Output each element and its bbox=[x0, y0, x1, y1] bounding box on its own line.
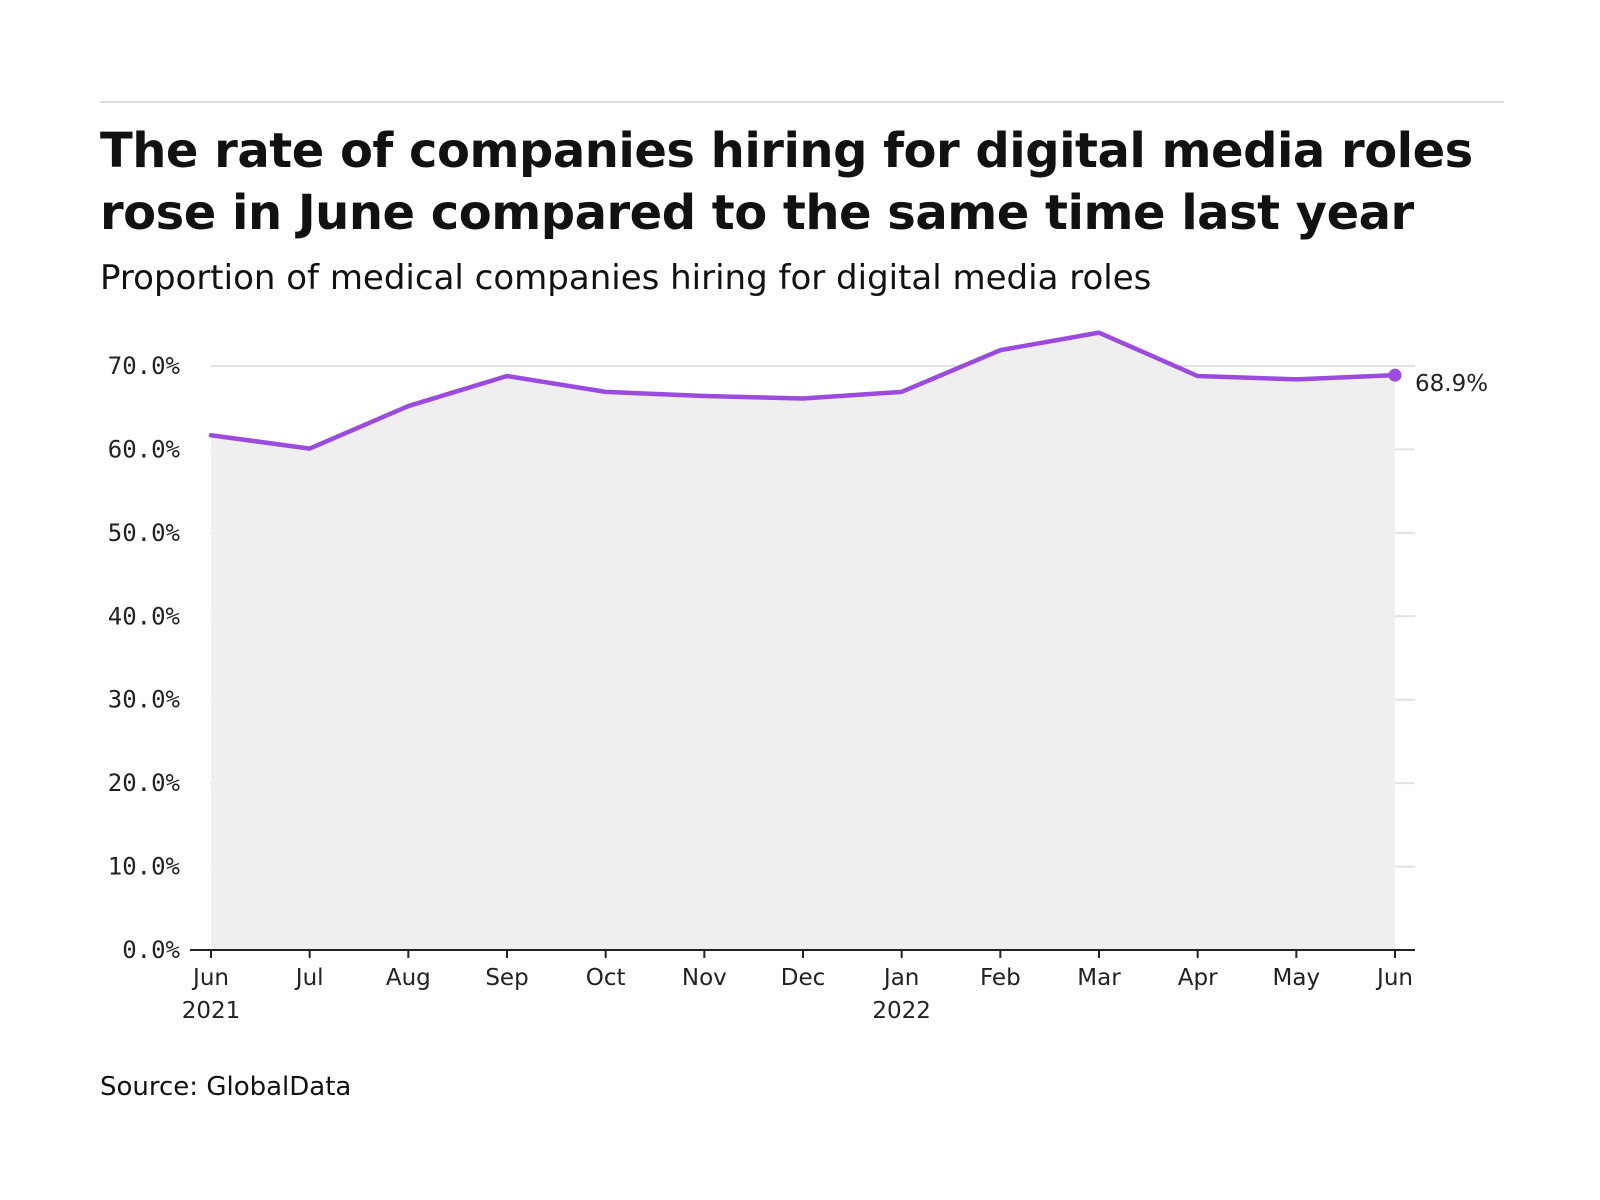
y-tick-label: 70.0% bbox=[108, 352, 181, 380]
chart-title: The rate of companies hiring for digital… bbox=[100, 123, 1473, 241]
x-tick-label: Nov bbox=[682, 965, 727, 991]
x-tick-label: Apr bbox=[1178, 965, 1218, 991]
line-chart: 0.0%10.0%20.0%30.0%40.0%50.0%60.0%70.0% … bbox=[108, 330, 1488, 1024]
x-tick-label: Feb bbox=[980, 965, 1021, 991]
top-divider bbox=[100, 101, 1504, 103]
end-value-label: 68.9% bbox=[1415, 371, 1488, 397]
end-point-marker bbox=[1388, 368, 1402, 382]
x-tick-label: Oct bbox=[586, 965, 626, 991]
y-tick-label: 60.0% bbox=[108, 435, 181, 463]
x-tick-label: Mar bbox=[1077, 965, 1121, 991]
x-tick-label: Jun bbox=[1375, 965, 1413, 991]
y-tick-label: 50.0% bbox=[108, 519, 181, 547]
x-tick-label: May bbox=[1273, 965, 1321, 991]
y-tick-label: 40.0% bbox=[108, 602, 181, 630]
x-tick-label: Jul bbox=[294, 965, 324, 991]
x-axis-ticks: Jun 2021 Jul Aug Sep Oct Nov Dec Jan 2022 Feb Mar Ap… bbox=[182, 950, 1413, 1024]
x-tick-label: Dec bbox=[781, 965, 826, 991]
source-note: Source: GlobalData bbox=[100, 1072, 352, 1102]
x-tick-label: Aug bbox=[386, 965, 431, 991]
y-tick-label: 20.0% bbox=[108, 769, 181, 797]
chart-subtitle: Proportion of medical companies hiring f… bbox=[100, 258, 1152, 298]
y-tick-label: 0.0% bbox=[122, 936, 180, 964]
x-tick-year-label: 2022 bbox=[872, 998, 931, 1024]
end-marker-layer: 68.9% bbox=[1388, 368, 1488, 397]
y-axis-ticks: 0.0% 10.0% 20.0% 30.0% 40.0% 50.0% 60.0% 70.0% bbox=[108, 352, 181, 964]
series-line bbox=[208, 330, 1398, 451]
series-line-layer bbox=[208, 330, 1398, 451]
area-fill bbox=[211, 332, 1395, 951]
x-tick-label: Sep bbox=[485, 965, 528, 991]
area-fill-layer bbox=[211, 332, 1395, 951]
x-tick-label: Jun bbox=[191, 965, 229, 991]
x-tick-year-label: 2021 bbox=[182, 998, 241, 1024]
y-tick-label: 10.0% bbox=[108, 853, 181, 881]
y-tick-label: 30.0% bbox=[108, 686, 181, 714]
x-tick-label: Jan bbox=[882, 965, 919, 991]
